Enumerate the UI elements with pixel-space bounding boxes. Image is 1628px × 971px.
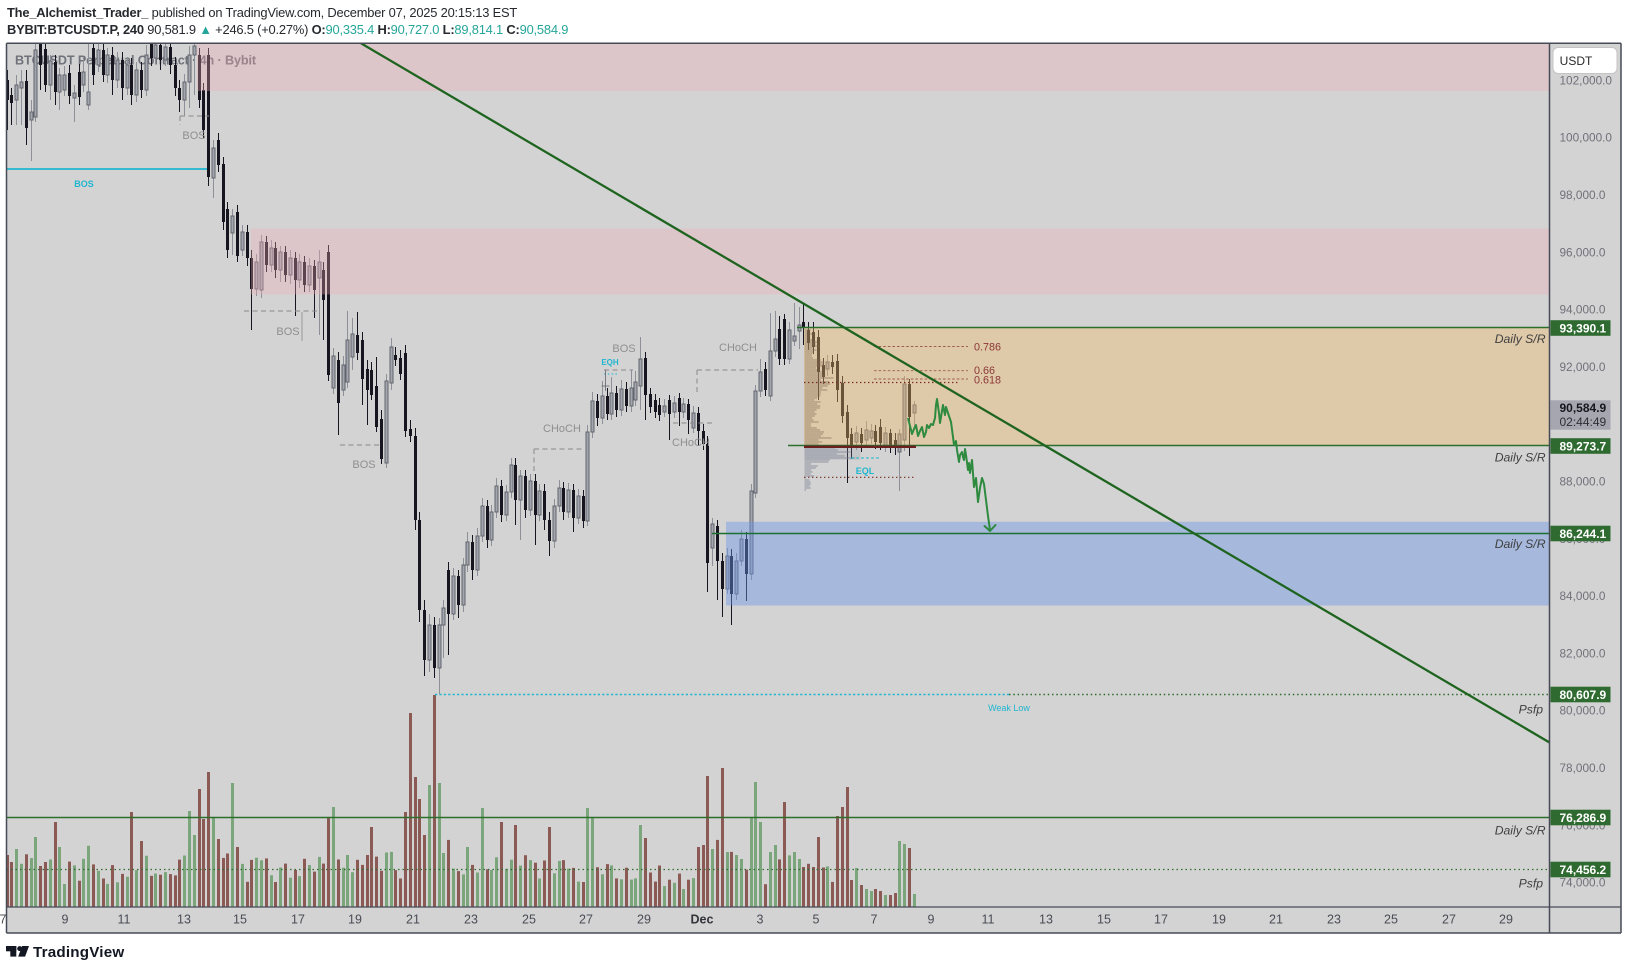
svg-text:BOS: BOS (612, 343, 635, 355)
svg-text:The_Alchemist_Trader_ publishe: The_Alchemist_Trader_ published on Tradi… (7, 5, 517, 20)
svg-text:3: 3 (757, 913, 764, 927)
svg-text:9: 9 (928, 913, 935, 927)
svg-text:100,000.0: 100,000.0 (1560, 131, 1613, 145)
svg-text:102,000.0: 102,000.0 (1560, 73, 1613, 87)
svg-text:7: 7 (871, 913, 878, 927)
svg-text:5: 5 (813, 913, 820, 927)
svg-text:0.618: 0.618 (974, 375, 1001, 387)
svg-text:76,286.9: 76,286.9 (1560, 811, 1607, 825)
svg-text:86,244.1: 86,244.1 (1560, 527, 1607, 541)
svg-text:BOS: BOS (276, 326, 299, 338)
svg-text:25: 25 (522, 913, 536, 927)
svg-text:19: 19 (1212, 913, 1226, 927)
svg-text:17: 17 (291, 913, 305, 927)
svg-text:90,584.9: 90,584.9 (1560, 401, 1607, 415)
svg-text:11: 11 (982, 913, 995, 927)
svg-text:94,000.0: 94,000.0 (1560, 303, 1606, 317)
svg-text:13: 13 (1039, 913, 1053, 927)
svg-text:23: 23 (1327, 913, 1341, 927)
svg-text:21: 21 (406, 913, 420, 927)
svg-text:USDT: USDT (1560, 54, 1593, 68)
svg-text:29: 29 (637, 913, 651, 927)
svg-text:15: 15 (233, 913, 247, 927)
svg-text:Daily S/R: Daily S/R (1495, 451, 1546, 465)
svg-text:15: 15 (1097, 913, 1111, 927)
svg-text:17: 17 (1154, 913, 1168, 927)
svg-text:CHoCH: CHoCH (672, 437, 710, 449)
svg-text:23: 23 (464, 913, 478, 927)
svg-text:89,273.7: 89,273.7 (1560, 439, 1607, 453)
svg-text:25: 25 (1384, 913, 1398, 927)
svg-text:13: 13 (177, 913, 191, 927)
svg-text:98,000.0: 98,000.0 (1560, 188, 1606, 202)
svg-text:74,000.0: 74,000.0 (1560, 876, 1606, 890)
svg-text:27: 27 (1442, 913, 1456, 927)
svg-text:80,000.0: 80,000.0 (1560, 704, 1606, 718)
svg-text:CHoCH: CHoCH (543, 423, 581, 435)
svg-text:TradingView: TradingView (33, 944, 124, 961)
svg-text:92,000.0: 92,000.0 (1560, 360, 1606, 374)
svg-text:74,456.2: 74,456.2 (1560, 863, 1607, 877)
svg-text:Daily S/R: Daily S/R (1495, 824, 1546, 838)
svg-text:BOS: BOS (182, 130, 205, 142)
svg-text:88,000.0: 88,000.0 (1560, 475, 1606, 489)
svg-text:Daily S/R: Daily S/R (1495, 332, 1546, 346)
svg-text:9: 9 (62, 913, 69, 927)
svg-text:29: 29 (1499, 913, 1513, 927)
svg-text:80,607.9: 80,607.9 (1560, 688, 1607, 702)
svg-text:27: 27 (579, 913, 593, 927)
svg-text:Psfp: Psfp (1519, 703, 1544, 717)
svg-text:Weak Low: Weak Low (988, 703, 1030, 713)
svg-text:EQL: EQL (856, 466, 875, 476)
svg-text:7: 7 (0, 913, 7, 927)
svg-text:84,000.0: 84,000.0 (1560, 589, 1606, 603)
svg-text:82,000.0: 82,000.0 (1560, 646, 1606, 660)
svg-text:BYBIT:BTCUSDT.P, 240 90,581.9: BYBIT:BTCUSDT.P, 240 90,581.9 ▲ +246.5 (… (7, 22, 568, 37)
svg-text:Psfp: Psfp (1519, 877, 1544, 891)
svg-text:0.66: 0.66 (974, 365, 995, 377)
svg-text:Daily S/R: Daily S/R (1495, 537, 1546, 551)
svg-text:02:44:49: 02:44:49 (1560, 415, 1607, 429)
svg-text:BTCUSDT Perpetual Contract · 4: BTCUSDT Perpetual Contract · 4h · Bybit (15, 54, 257, 68)
svg-text:96,000.0: 96,000.0 (1560, 245, 1606, 259)
svg-text:78,000.0: 78,000.0 (1560, 761, 1606, 775)
svg-text:0.786: 0.786 (974, 342, 1001, 354)
svg-text:Dec: Dec (691, 913, 714, 927)
svg-text:21: 21 (1269, 913, 1283, 927)
svg-text:19: 19 (348, 913, 362, 927)
svg-text:EQH: EQH (601, 358, 619, 367)
svg-text:BOS: BOS (74, 179, 94, 189)
svg-text:93,390.1: 93,390.1 (1560, 321, 1607, 335)
svg-text:CHoCH: CHoCH (719, 342, 757, 354)
svg-text:BOS: BOS (352, 459, 375, 471)
svg-text:11: 11 (118, 913, 131, 927)
